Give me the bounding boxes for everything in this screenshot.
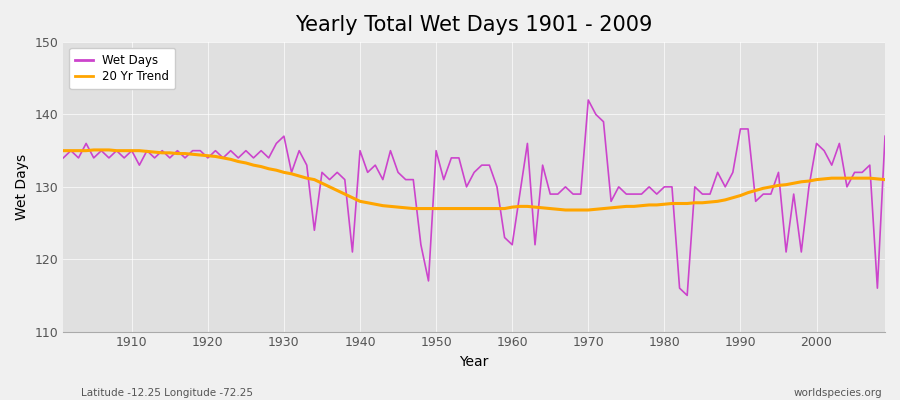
Y-axis label: Wet Days: Wet Days bbox=[15, 154, 29, 220]
X-axis label: Year: Year bbox=[460, 355, 489, 369]
Text: Latitude -12.25 Longitude -72.25: Latitude -12.25 Longitude -72.25 bbox=[81, 388, 253, 398]
Title: Yearly Total Wet Days 1901 - 2009: Yearly Total Wet Days 1901 - 2009 bbox=[295, 15, 652, 35]
Legend: Wet Days, 20 Yr Trend: Wet Days, 20 Yr Trend bbox=[69, 48, 176, 89]
Text: worldspecies.org: worldspecies.org bbox=[794, 388, 882, 398]
